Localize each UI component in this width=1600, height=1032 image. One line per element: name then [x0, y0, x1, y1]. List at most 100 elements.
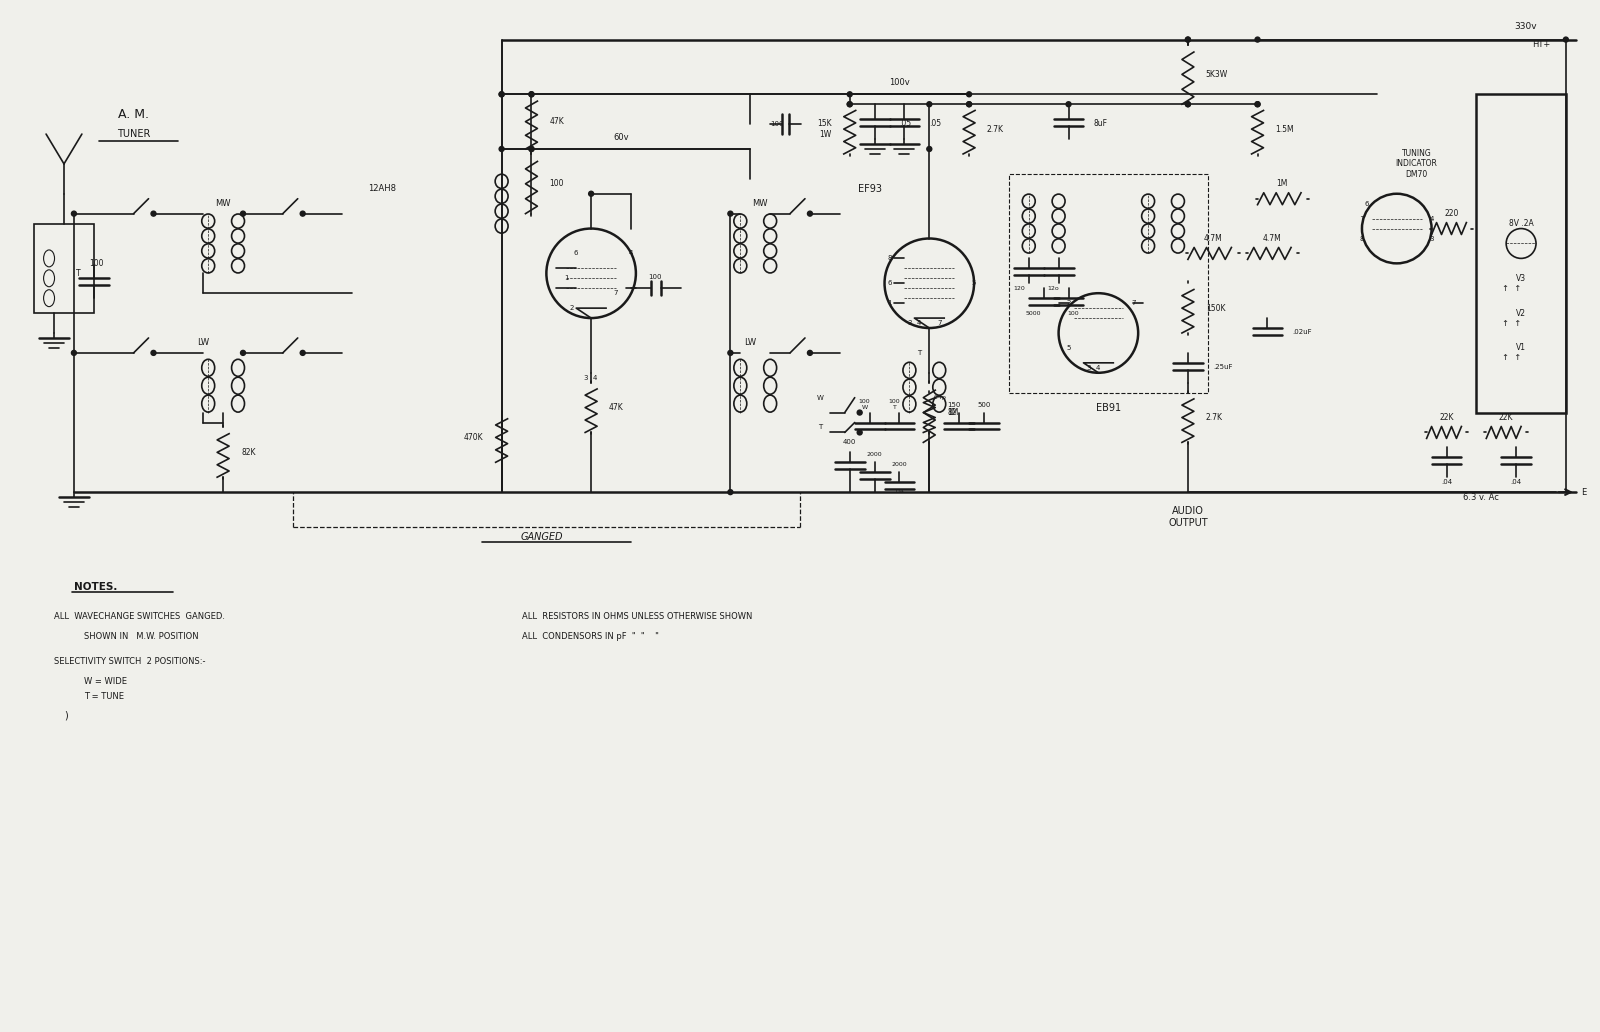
Text: .04p: .04p: [933, 395, 946, 400]
Text: V1: V1: [1517, 344, 1526, 352]
Text: .05: .05: [930, 119, 941, 128]
Text: NOTES.: NOTES.: [74, 582, 117, 591]
Text: 7: 7: [938, 320, 941, 326]
Text: .04: .04: [1510, 479, 1522, 485]
Text: ↑  ↑: ↑ ↑: [1501, 353, 1520, 362]
Text: 100
W: 100 W: [859, 399, 870, 410]
Text: 15K
1W: 15K 1W: [818, 120, 832, 138]
Circle shape: [1186, 37, 1190, 42]
Text: 47K: 47K: [610, 404, 624, 412]
Text: 500: 500: [978, 401, 990, 408]
Circle shape: [728, 212, 733, 216]
Text: EF93: EF93: [858, 184, 882, 194]
Circle shape: [926, 147, 931, 152]
Text: 7: 7: [614, 290, 618, 296]
Text: 100: 100: [549, 180, 563, 188]
Circle shape: [966, 92, 971, 97]
Circle shape: [530, 92, 534, 97]
Text: ↑  ↑: ↑ ↑: [1501, 319, 1520, 327]
Circle shape: [966, 102, 971, 106]
Text: W: W: [816, 394, 824, 400]
Text: ALL  CONDENSORS IN pF  "  "    ": ALL CONDENSORS IN pF " " ": [522, 632, 658, 641]
Text: 2: 2: [570, 305, 573, 311]
Text: ALL  RESISTORS IN OHMS UNLESS OTHERWISE SHOWN: ALL RESISTORS IN OHMS UNLESS OTHERWISE S…: [522, 612, 752, 621]
Text: 2: 2: [1066, 300, 1070, 307]
Circle shape: [858, 410, 862, 415]
Text: T = TUNE: T = TUNE: [83, 691, 123, 701]
Text: T: T: [917, 350, 922, 356]
Circle shape: [728, 489, 733, 494]
Text: 8V .2A: 8V .2A: [1509, 219, 1533, 228]
Text: 6.3 v. Ac: 6.3 v. Ac: [1464, 492, 1499, 502]
Circle shape: [499, 92, 504, 97]
Text: 60v: 60v: [613, 132, 629, 141]
Text: HT+: HT+: [1531, 40, 1550, 50]
Text: 2000: 2000: [891, 461, 907, 466]
Text: 400: 400: [843, 440, 856, 446]
Text: 1: 1: [565, 276, 568, 282]
Circle shape: [530, 147, 534, 152]
Circle shape: [301, 351, 306, 355]
Circle shape: [966, 102, 971, 106]
Circle shape: [1254, 37, 1261, 42]
Text: 12o: 12o: [1048, 286, 1059, 291]
Text: 3  4: 3 4: [584, 375, 598, 381]
Text: 4.7M: 4.7M: [1262, 234, 1282, 243]
Text: MW: MW: [752, 199, 768, 208]
Text: AUDIO
OUTPUT: AUDIO OUTPUT: [1168, 506, 1208, 527]
Text: .04: .04: [1442, 479, 1453, 485]
Text: 4: 4: [629, 251, 634, 256]
Text: 150K: 150K: [1206, 303, 1226, 313]
Text: 1.5M: 1.5M: [1275, 125, 1294, 133]
Circle shape: [1254, 102, 1261, 106]
Text: 82K: 82K: [242, 448, 256, 457]
Bar: [34, 224, 94, 313]
Text: 330v: 330v: [1515, 22, 1538, 31]
Circle shape: [1186, 102, 1190, 106]
Text: .04: .04: [894, 488, 904, 493]
Text: E: E: [1581, 488, 1586, 496]
Text: 220: 220: [1445, 209, 1459, 218]
Text: 5K3W: 5K3W: [1206, 70, 1229, 78]
Text: 4: 4: [1429, 216, 1434, 222]
Text: TUNING
INDICATOR
DM70: TUNING INDICATOR DM70: [1395, 149, 1437, 179]
Text: 22K: 22K: [1499, 413, 1514, 422]
Text: 100v: 100v: [890, 77, 910, 87]
Circle shape: [150, 351, 155, 355]
Text: ): ): [64, 711, 67, 721]
Text: T: T: [1360, 216, 1365, 222]
Circle shape: [808, 212, 813, 216]
Text: 22K: 22K: [1440, 413, 1454, 422]
Text: SHOWN IN   M.W. POSITION: SHOWN IN M.W. POSITION: [83, 632, 198, 641]
Text: TUNER: TUNER: [117, 129, 150, 139]
Text: 8uF: 8uF: [1093, 119, 1107, 128]
Text: 100
T: 100 T: [888, 399, 901, 410]
Text: T: T: [818, 424, 822, 430]
Text: 470K: 470K: [464, 433, 483, 442]
Circle shape: [848, 102, 853, 106]
Text: 120: 120: [1013, 286, 1024, 291]
Text: 2.7K: 2.7K: [1206, 413, 1222, 422]
Circle shape: [728, 351, 733, 355]
Text: 6: 6: [1365, 200, 1370, 206]
Text: .02uF: .02uF: [1293, 329, 1312, 335]
Text: 6: 6: [888, 281, 891, 286]
Circle shape: [848, 102, 853, 106]
Circle shape: [858, 430, 862, 434]
Text: A. M.: A. M.: [118, 107, 149, 121]
Text: 3: 3: [1429, 235, 1434, 241]
Text: 6: 6: [574, 251, 579, 256]
Text: 100: 100: [90, 259, 104, 268]
Circle shape: [72, 351, 77, 355]
Text: ALL  WAVECHANGE SWITCHES  GANGED.: ALL WAVECHANGE SWITCHES GANGED.: [54, 612, 226, 621]
Circle shape: [589, 191, 594, 196]
Text: 12AH8: 12AH8: [368, 185, 397, 193]
Text: .25uF: .25uF: [1213, 364, 1232, 369]
Bar: [1010, 173, 1208, 392]
Text: 150: 150: [947, 401, 962, 408]
Bar: [1477, 94, 1566, 413]
Circle shape: [530, 147, 534, 152]
Text: SELECTIVITY SWITCH  2 POSITIONS:-: SELECTIVITY SWITCH 2 POSITIONS:-: [54, 656, 205, 666]
Text: W = WIDE: W = WIDE: [83, 677, 126, 685]
Text: 5: 5: [1066, 345, 1070, 351]
